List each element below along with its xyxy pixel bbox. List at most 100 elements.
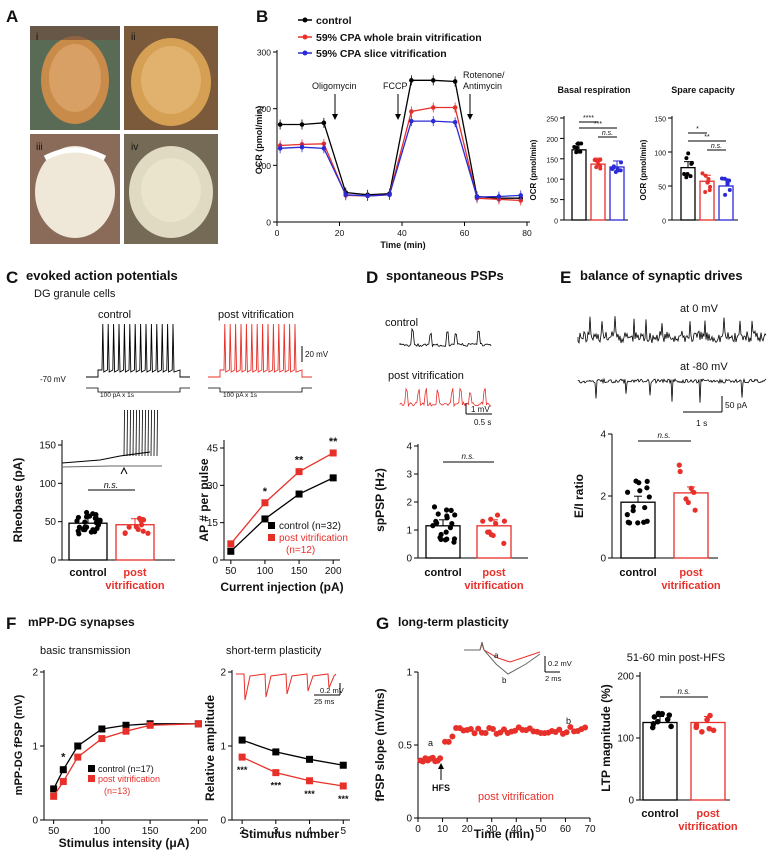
d-dot-1-8	[494, 512, 501, 518]
g-cat-post2: vitrification	[678, 821, 738, 833]
legend-slice: 59% CPA slice vitrification	[316, 48, 447, 60]
fstp-point-1-2	[306, 777, 314, 785]
basal-tick-label-1: 50	[550, 198, 558, 205]
rheo-dot-1-10	[145, 530, 151, 536]
ap-point-0-3	[329, 474, 337, 482]
g-ltp-ylabel: LTP magnitude (%)	[599, 684, 613, 792]
spare-dot-0-1	[682, 171, 687, 176]
c-stim-post: 100 pA x 1s	[223, 392, 258, 399]
e-dot-1-4	[676, 462, 682, 468]
spare-dot-0-3	[684, 175, 689, 180]
ap-point-0-1	[261, 515, 269, 523]
d-tick-label-2: 2	[406, 498, 412, 509]
spare-sig-0: *	[696, 126, 699, 133]
spare-tick-label-0: 0	[662, 219, 666, 226]
ap-legend-post: post vitrification	[279, 533, 348, 544]
fstp-y-tick-label-0: 0	[220, 816, 226, 827]
rheo-dot-0-29	[82, 524, 88, 530]
fbt-y-tick-label-2: 2	[32, 668, 38, 679]
d-control-label: control	[385, 317, 418, 329]
rheo-spike-6	[141, 409, 143, 457]
panel-f: F mPP-DG synapses basic transmission sho…	[6, 614, 350, 850]
b-point-1-8	[452, 105, 458, 110]
rheo-spike-9	[150, 409, 152, 457]
d-dot-0-11	[431, 504, 438, 510]
fbt-point-1-6	[194, 720, 202, 728]
legend-marker-control	[302, 17, 308, 23]
g-hfs: HFS	[432, 783, 450, 793]
e-dot-0-3	[624, 512, 630, 518]
legend-marker-slice	[302, 50, 308, 56]
b-ylabel: OCR (pmol/min)	[254, 106, 264, 175]
rheo-dot-0-27	[97, 519, 103, 525]
sppsp-bars: 0 1 2 3 4 n.s.	[406, 442, 512, 565]
g-ltp-series: 00.510 10 20 30 40 50 60 70	[398, 668, 596, 836]
ap-y-tick-label-2: 30	[207, 481, 219, 492]
g-cat-control: control	[641, 808, 678, 820]
d-dot-1-6	[488, 516, 494, 522]
basal-dot-2-7	[616, 168, 621, 173]
d-dot-0-17	[444, 536, 450, 542]
d-dot-1-4	[501, 518, 508, 524]
c-subtitle: DG granule cells	[34, 288, 116, 300]
panel-a: A i ii iii iv	[6, 7, 218, 244]
d-dot-1-0	[493, 520, 499, 527]
g-point-post-575	[556, 726, 563, 733]
fstp-point-0-2	[306, 755, 314, 763]
ei-bars: 0 2 4 n.s.	[600, 430, 709, 565]
fbt-legend-post: post vitrification	[98, 774, 160, 784]
d-dot-1-5	[490, 532, 496, 539]
fbt-point-1-1	[59, 778, 67, 786]
rheo-dot-0-28	[76, 524, 82, 530]
c-title: evoked action potentials	[26, 268, 178, 283]
basal-sig-0: ****	[583, 115, 594, 122]
spare-dot-0-4	[684, 156, 689, 161]
fstp-x-xtick-label-0: 2	[239, 826, 245, 837]
d-dot-0-16	[433, 518, 439, 524]
basal-dot-0-7	[572, 145, 577, 150]
c-trace-control	[86, 323, 190, 378]
rheo-spike-8	[147, 409, 149, 457]
d-cat-control: control	[424, 567, 461, 579]
e-tick-label-2: 4	[600, 430, 606, 441]
e-dot-0-5	[644, 485, 650, 491]
fbt-legend-marker-control	[88, 765, 95, 772]
b-point-1-6	[409, 109, 414, 114]
d-trace-post	[399, 387, 492, 408]
e-dot-1-3	[692, 507, 698, 513]
ap-point-1-0	[227, 540, 235, 548]
g-condition: post vitrification	[478, 791, 554, 803]
fstp-point-1-1	[272, 769, 280, 777]
e-dot-1-0	[691, 489, 697, 496]
gmag-dot-1-6	[706, 725, 713, 732]
g-x-xtick-label-5: 50	[535, 824, 547, 835]
rheo-tick-label-0: 0	[50, 556, 56, 567]
b-point-2-10	[496, 194, 502, 199]
panel-letter-e: E	[560, 268, 571, 287]
rheo-dot-0-10	[90, 527, 96, 533]
f-bt-series: 0 1 2 50 100 150 200 *	[32, 668, 207, 838]
fbt-point-1-2	[74, 753, 82, 761]
d-dot-0-10	[438, 536, 444, 543]
rheo-spike-5	[138, 409, 140, 457]
spare-ylabel: OCR (pmol/min)	[639, 139, 648, 200]
c-trace-post	[208, 323, 312, 378]
d-dot-0-2	[443, 529, 449, 535]
e-dot-0-13	[644, 478, 650, 485]
basal-sig-1: ***	[594, 121, 602, 128]
f-stp-ylabel: Relative amplitude	[203, 695, 217, 801]
b-point-0-2	[321, 120, 327, 126]
spare-dot-1-5	[706, 177, 711, 182]
rheo-dot-1-5	[126, 524, 132, 530]
panel-letter-a: A	[6, 7, 18, 26]
spare-dot-0-6	[686, 151, 691, 156]
fbt-x-xtick-label-0: 50	[48, 826, 60, 837]
d-tick-label-3: 3	[406, 470, 412, 481]
basal-dot-0-3	[576, 141, 581, 146]
ap-x-xtick-label-2: 150	[291, 566, 308, 577]
b-x-xtick-label-3: 60	[460, 228, 470, 238]
panel-d: D spontaneous PSPs control post vitrific…	[366, 268, 528, 592]
spare-title: Spare capacity	[671, 85, 735, 95]
rheo-spike-0	[123, 409, 125, 457]
gmag-tick-label-0: 0	[628, 796, 634, 807]
